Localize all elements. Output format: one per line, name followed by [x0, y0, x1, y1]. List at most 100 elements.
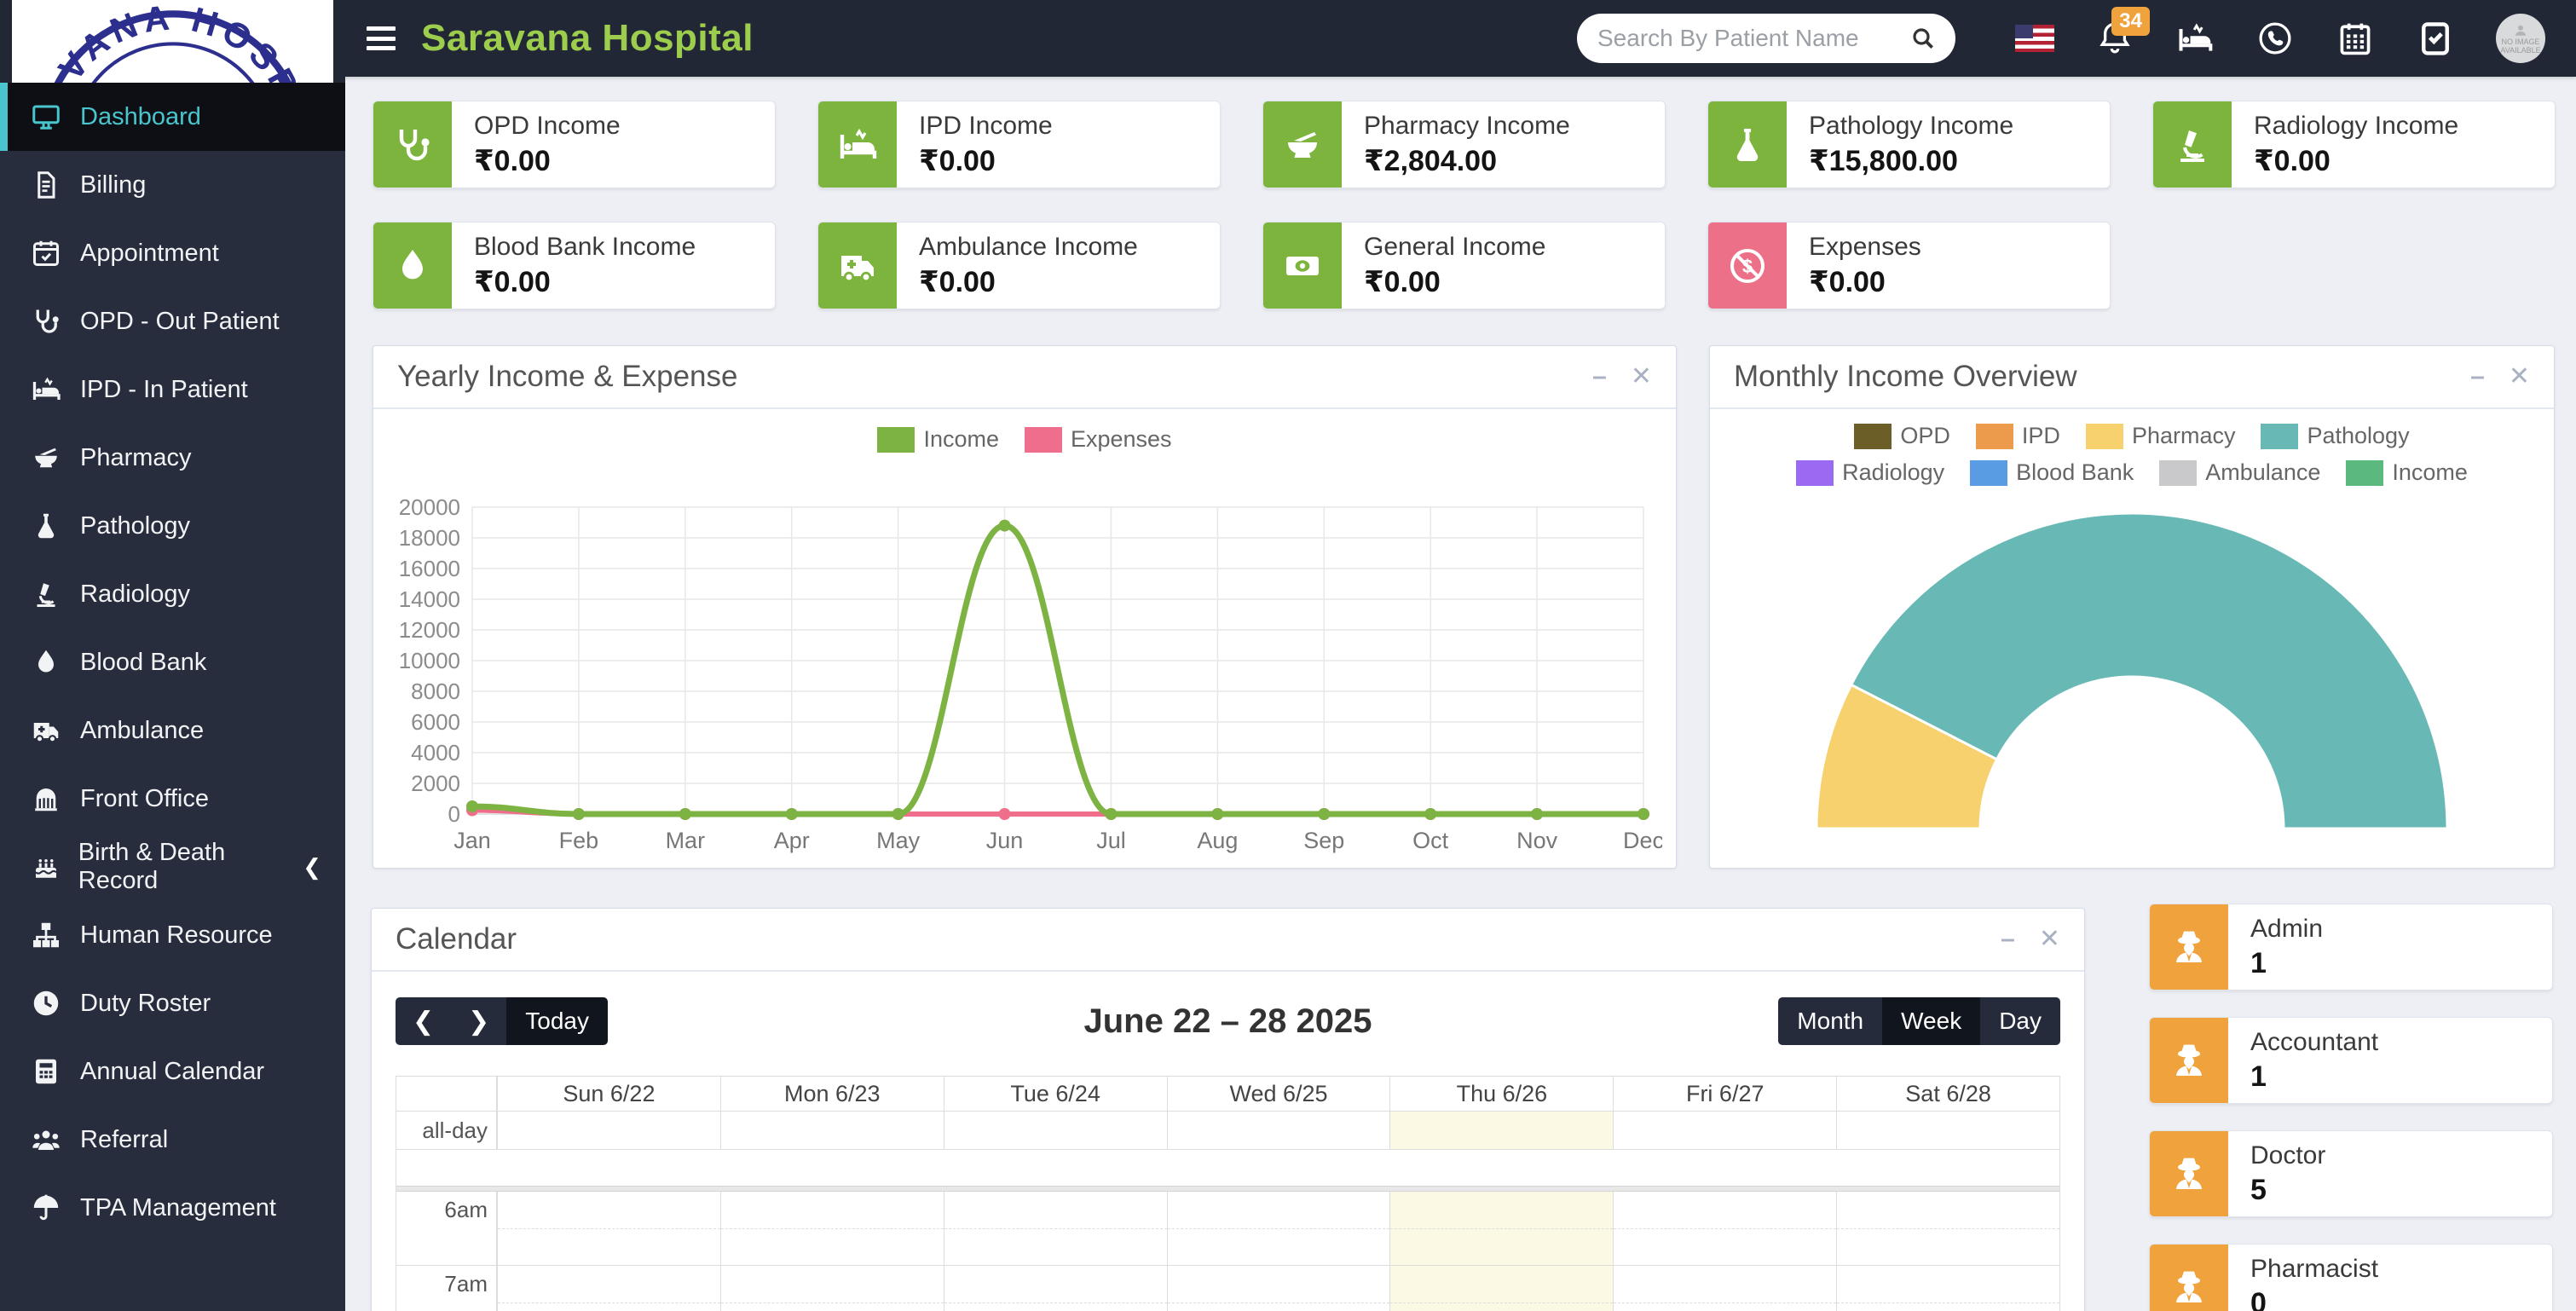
sidebar-item-ipd-in-patient[interactable]: IPD - In Patient [0, 355, 345, 424]
calendar-allday-cell[interactable] [719, 1112, 944, 1149]
legend-item-blood-bank: Blood Bank [1970, 459, 2134, 486]
file-icon [31, 170, 80, 200]
sidebar-menu: Dashboard Billing Appointment OPD - Out Pat… [0, 83, 345, 1311]
calendar-allday-row: all-day [396, 1112, 2059, 1150]
close-icon[interactable]: ✕ [2038, 925, 2060, 953]
stat-icon-block [1263, 222, 1342, 309]
half-hour-line [1837, 1266, 2060, 1303]
sidebar-item-billing[interactable]: Billing [0, 151, 345, 219]
calendar-allday-cell[interactable] [1613, 1112, 1836, 1149]
staff-icon-block [2150, 904, 2228, 990]
calendar-day-cell[interactable] [497, 1192, 720, 1265]
search-input[interactable] [1596, 24, 1909, 53]
notifications-bell-icon[interactable]: 34 [2095, 7, 2150, 58]
calendar-day-cell[interactable] [1836, 1192, 2060, 1265]
bed-status-icon[interactable] [2175, 19, 2215, 58]
calendar-day-cell[interactable] [943, 1192, 1167, 1265]
microscope-icon [31, 579, 80, 609]
sidebar-item-pathology[interactable]: Pathology [0, 492, 345, 560]
legend-label: Blood Bank [2016, 459, 2134, 485]
sidebar: SARAVANA HOSPITAL Dashboard Billing Appoin… [0, 0, 345, 1311]
sidebar-item-front-office[interactable]: Front Office [0, 765, 345, 833]
calendar-today-button[interactable]: Today [506, 997, 608, 1045]
income-card-label: Blood Bank Income [474, 232, 696, 261]
legend-item-radiology: Radiology [1796, 459, 1944, 486]
stat-icon-block: $ [1708, 222, 1787, 309]
calendar-allday-cell[interactable] [1836, 1112, 2059, 1149]
calendar-time-label: 7am [396, 1266, 497, 1311]
income-card-label: Pharmacy Income [1364, 111, 1570, 140]
sidebar-item-referral[interactable]: Referral [0, 1106, 345, 1174]
menu-toggle-icon[interactable] [367, 26, 396, 50]
calendar-day-cell[interactable] [1836, 1266, 2060, 1311]
user-avatar[interactable]: NO IMAGE AVAILABLE [2496, 14, 2545, 63]
calendar-day-cell[interactable] [1166, 1266, 1390, 1311]
sidebar-item-label: TPA Management [80, 1193, 276, 1221]
panel-title: Monthly Income Overview [1734, 360, 2077, 393]
calendar-day-cell[interactable] [943, 1266, 1167, 1311]
calendar-icon[interactable] [2336, 19, 2375, 58]
half-hour-line [1614, 1266, 1837, 1303]
income-card-radiology-income: Radiology Income ₹0.00 [2152, 101, 2556, 188]
staff-card-count: 1 [2250, 1060, 2267, 1093]
sidebar-item-birth-death-record[interactable]: Birth & Death Record ❮ [0, 833, 345, 901]
minimize-icon[interactable]: – [2470, 362, 2485, 390]
sidebar-item-label: Radiology [80, 580, 190, 608]
calendar-prev-button[interactable]: ❮ [396, 997, 452, 1045]
sidebar-item-pharmacy[interactable]: Pharmacy [0, 424, 345, 492]
minimize-icon[interactable]: – [2001, 925, 2015, 953]
close-icon[interactable]: ✕ [2508, 362, 2530, 390]
calendar-day-cell[interactable] [1613, 1192, 1837, 1265]
tasks-icon[interactable] [2416, 19, 2455, 58]
calendar-allday-cell[interactable] [943, 1112, 1167, 1149]
half-hour-line [1390, 1266, 1614, 1303]
sidebar-item-human-resource[interactable]: Human Resource [0, 901, 345, 969]
calendar-day-cell[interactable] [719, 1266, 944, 1311]
calendar-allday-cell[interactable] [1166, 1112, 1390, 1149]
calendar-allday-cell[interactable] [1389, 1112, 1614, 1149]
calendar-view-month[interactable]: Month [1778, 997, 1883, 1045]
half-hour-line [498, 1266, 720, 1303]
language-flag-icon[interactable] [2015, 19, 2054, 58]
sidebar-item-dashboard[interactable]: Dashboard [0, 83, 345, 151]
sidebar-item-duty-roster[interactable]: Duty Roster [0, 969, 345, 1037]
calendar-day-header: Fri 6/27 [1613, 1077, 1836, 1111]
calendar-day-cell[interactable] [719, 1192, 944, 1265]
sidebar-item-radiology[interactable]: Radiology [0, 560, 345, 628]
calendar-day-cell[interactable] [1166, 1192, 1390, 1265]
legend-swatch [2085, 423, 2123, 449]
calendar-day-cell[interactable] [1389, 1192, 1614, 1265]
calendar-day-cell[interactable] [1389, 1266, 1614, 1311]
calendar-view-day[interactable]: Day [1980, 997, 2060, 1045]
income-card-label: General Income [1364, 232, 1546, 261]
staff-card-pharmacist: Pharmacist 0 [2149, 1244, 2553, 1311]
calendar-view-week[interactable]: Week [1882, 997, 1981, 1045]
sidebar-item-tpa-management[interactable]: TPA Management [0, 1174, 345, 1242]
whatsapp-icon[interactable] [2255, 19, 2295, 58]
calendar-day-cell[interactable] [497, 1266, 720, 1311]
legend-label: Pharmacy [2131, 423, 2236, 448]
legend-label: IPD [2021, 423, 2060, 448]
svg-text:0: 0 [448, 801, 460, 827]
yearly-chart-legend: Income Expenses [373, 426, 1676, 453]
user-secret-icon [2169, 1267, 2209, 1308]
sidebar-item-appointment[interactable]: Appointment [0, 219, 345, 287]
minimize-icon[interactable]: – [1592, 362, 1607, 390]
calendar-divider [396, 1186, 2059, 1192]
income-card-value: ₹15,800.00 [1809, 144, 1958, 177]
sidebar-item-blood-bank[interactable]: Blood Bank [0, 628, 345, 696]
calendar-allday-cell[interactable] [497, 1112, 720, 1149]
calendar-day-cell[interactable] [1613, 1266, 1837, 1311]
patient-search [1577, 14, 1955, 63]
sidebar-item-opd-out-patient[interactable]: OPD - Out Patient [0, 287, 345, 355]
svg-text:Jan: Jan [453, 828, 491, 853]
sidebar-item-annual-calendar[interactable]: Annual Calendar [0, 1037, 345, 1106]
panel-title: Calendar [396, 922, 517, 956]
svg-text:12000: 12000 [399, 617, 460, 643]
calendar-next-button[interactable]: ❯ [451, 997, 507, 1045]
sidebar-item-ambulance[interactable]: Ambulance [0, 696, 345, 765]
close-icon[interactable]: ✕ [1630, 362, 1652, 390]
svg-text:Feb: Feb [559, 828, 599, 853]
search-icon[interactable] [1909, 25, 1937, 52]
calculator-icon [31, 1056, 80, 1087]
